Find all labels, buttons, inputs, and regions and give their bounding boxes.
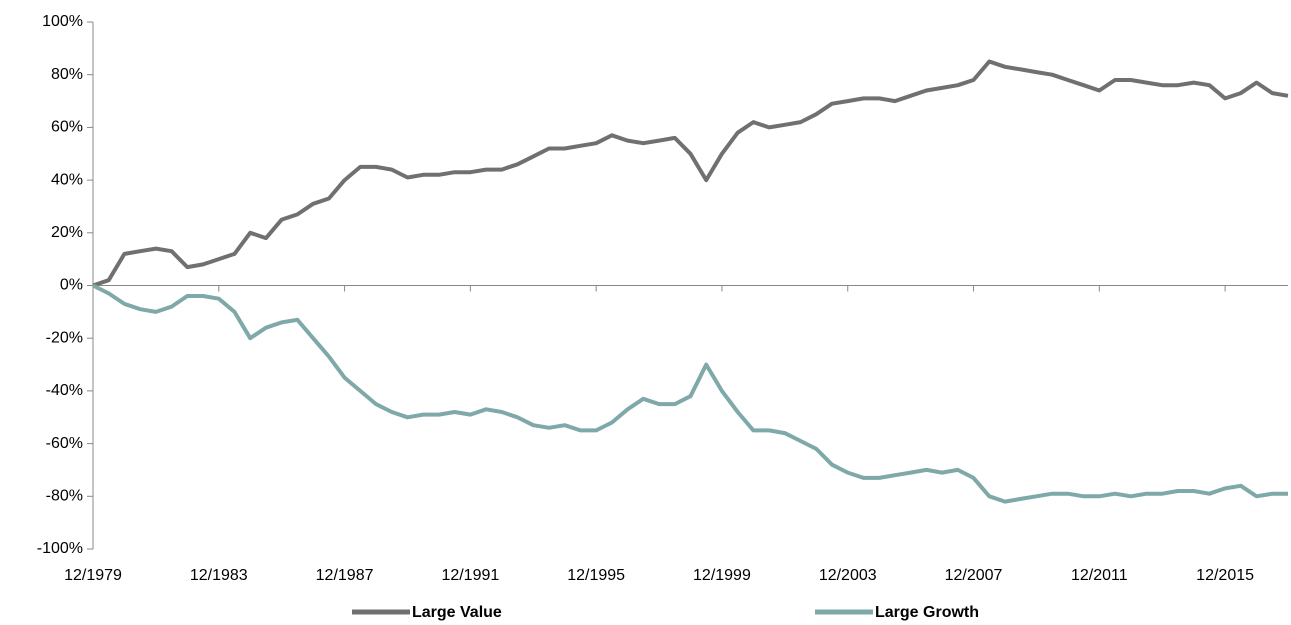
y-tick-label: 20% [51, 224, 83, 241]
x-tick-label: 12/2011 [1071, 567, 1128, 584]
y-tick-label: 60% [51, 119, 83, 136]
legend-label: Large Growth [875, 604, 979, 621]
y-tick-label: -100% [37, 540, 83, 557]
x-tick-label: 12/1983 [190, 567, 248, 584]
x-tick-label: 12/1999 [693, 567, 751, 584]
x-tick-label: 12/2003 [819, 567, 877, 584]
legend-label: Large Value [412, 604, 502, 621]
x-tick-label: 12/2007 [945, 567, 1003, 584]
x-tick-label: 12/1991 [441, 567, 499, 584]
y-tick-label: -20% [46, 329, 83, 346]
x-tick-label: 12/1987 [316, 567, 374, 584]
y-tick-label: 0% [60, 277, 83, 294]
series-line [92, 59, 1289, 288]
x-tick-label: 12/1995 [567, 567, 625, 584]
y-tick-label: 40% [51, 171, 83, 188]
x-tick-label: 12/1979 [64, 567, 122, 584]
y-tick-label: 100% [42, 13, 83, 30]
y-tick-label: -40% [46, 382, 83, 399]
y-tick-label: -80% [46, 488, 83, 505]
series-line [92, 283, 1288, 504]
y-tick-label: 80% [51, 66, 83, 83]
y-tick-label: -60% [46, 435, 83, 452]
x-tick-label: 12/2015 [1196, 567, 1254, 584]
